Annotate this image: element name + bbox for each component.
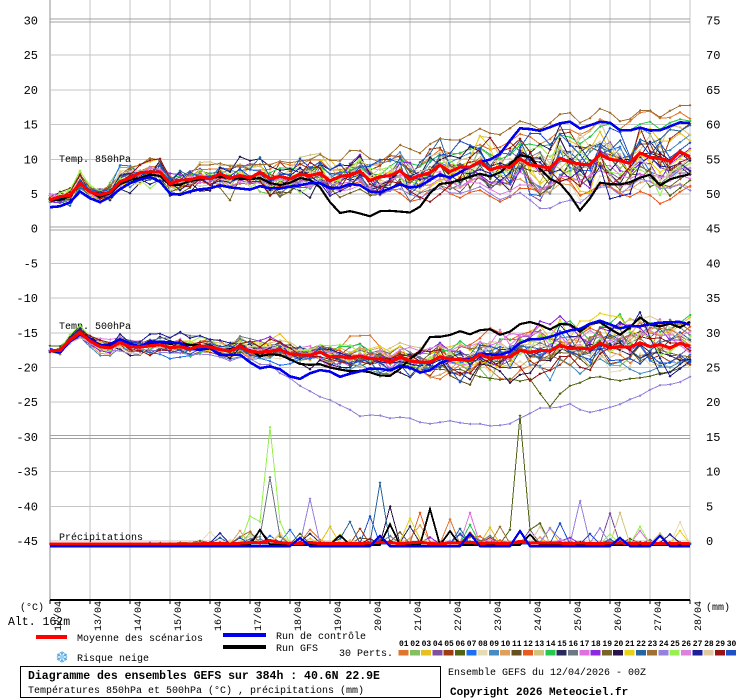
svg-text:22: 22: [636, 640, 646, 649]
svg-text:60: 60: [706, 119, 720, 133]
svg-text:13: 13: [535, 640, 545, 649]
svg-text:0: 0: [706, 535, 713, 549]
svg-text:Ensemble GEFS du 12/04/2026 -: Ensemble GEFS du 12/04/2026 - 00Z: [448, 667, 646, 679]
svg-text:-25: -25: [16, 396, 38, 410]
svg-text:16: 16: [569, 640, 579, 649]
svg-text:45: 45: [706, 223, 720, 237]
svg-text:29: 29: [715, 640, 725, 649]
svg-text:03: 03: [422, 640, 432, 649]
svg-text:12: 12: [523, 640, 533, 649]
svg-text:35: 35: [706, 292, 720, 306]
svg-text:25: 25: [670, 640, 680, 649]
svg-text:-10: -10: [16, 292, 38, 306]
svg-text:07: 07: [467, 640, 477, 649]
svg-text:23: 23: [648, 640, 658, 649]
svg-text:22/04: 22/04: [453, 601, 465, 631]
svg-text:10: 10: [706, 466, 720, 480]
svg-text:28: 28: [704, 640, 714, 649]
svg-text:0: 0: [31, 223, 38, 237]
svg-text:30: 30: [24, 15, 38, 29]
svg-text:14: 14: [546, 640, 556, 649]
svg-text:14/04: 14/04: [133, 601, 145, 631]
svg-text:75: 75: [706, 15, 720, 29]
svg-text:Run GFS: Run GFS: [276, 644, 318, 655]
svg-text:19/04: 19/04: [333, 601, 345, 631]
svg-text:-15: -15: [16, 327, 38, 341]
svg-text:50: 50: [706, 188, 720, 202]
svg-text:-40: -40: [16, 500, 38, 514]
svg-text:21/04: 21/04: [413, 601, 425, 631]
svg-text:18: 18: [591, 640, 601, 649]
svg-text:55: 55: [706, 153, 720, 167]
svg-text:5: 5: [31, 188, 38, 202]
svg-text:Moyenne des scénarios: Moyenne des scénarios: [77, 633, 203, 645]
svg-text:-30: -30: [16, 431, 38, 445]
svg-text:Précipitations: Précipitations: [59, 532, 143, 544]
svg-text:20/04: 20/04: [373, 601, 385, 631]
svg-text:30: 30: [727, 640, 737, 649]
svg-text:27: 27: [693, 640, 703, 649]
svg-text:11: 11: [512, 640, 522, 649]
svg-text:(°C): (°C): [20, 602, 44, 614]
svg-text:12/04: 12/04: [53, 601, 65, 631]
svg-text:Températures 850hPa et 500hPa: Températures 850hPa et 500hPa (°C) , pré…: [28, 685, 364, 697]
svg-text:08: 08: [478, 640, 488, 649]
svg-text:26/04: 26/04: [613, 601, 625, 631]
svg-text:26: 26: [682, 640, 692, 649]
svg-text:Temp. 500hPa: Temp. 500hPa: [59, 321, 131, 333]
svg-text:-35: -35: [16, 466, 38, 480]
svg-text:-20: -20: [16, 362, 38, 376]
svg-text:25: 25: [24, 49, 38, 63]
svg-text:5: 5: [706, 500, 713, 514]
svg-text:10: 10: [24, 153, 38, 167]
svg-text:65: 65: [706, 84, 720, 98]
svg-text:15/04: 15/04: [173, 601, 185, 631]
svg-text:09: 09: [489, 640, 499, 649]
svg-text:-5: -5: [24, 257, 38, 271]
svg-text:18/04: 18/04: [293, 601, 305, 631]
svg-text:(mm): (mm): [706, 602, 730, 614]
svg-text:16/04: 16/04: [213, 601, 225, 631]
svg-text:05: 05: [444, 640, 454, 649]
svg-text:10: 10: [501, 640, 511, 649]
svg-text:Temp. 850hPa: Temp. 850hPa: [59, 154, 131, 166]
svg-text:30 Perts.: 30 Perts.: [339, 649, 393, 660]
svg-text:-45: -45: [16, 535, 38, 549]
svg-text:40: 40: [706, 257, 720, 271]
svg-text:13/04: 13/04: [93, 601, 105, 631]
svg-text:Run de contrôle: Run de contrôle: [276, 631, 366, 643]
svg-text:17/04: 17/04: [253, 601, 265, 631]
svg-text:01: 01: [399, 640, 409, 649]
svg-text:15: 15: [706, 431, 720, 445]
svg-text:02: 02: [410, 640, 420, 649]
svg-text:20: 20: [706, 396, 720, 410]
svg-text:04: 04: [433, 640, 443, 649]
svg-text:15: 15: [557, 640, 567, 649]
svg-text:20: 20: [614, 640, 624, 649]
svg-text:23/04: 23/04: [493, 601, 505, 631]
svg-text:30: 30: [706, 327, 720, 341]
svg-text:17: 17: [580, 640, 590, 649]
svg-text:20: 20: [24, 84, 38, 98]
svg-text:Risque neige: Risque neige: [77, 653, 149, 665]
svg-text:Copyright 2026 Meteociel.fr: Copyright 2026 Meteociel.fr: [450, 687, 628, 699]
svg-text:24/04: 24/04: [533, 601, 545, 631]
svg-text:Alt. 162m: Alt. 162m: [8, 616, 70, 629]
svg-text:28/04: 28/04: [693, 601, 705, 631]
svg-text:15: 15: [24, 119, 38, 133]
svg-text:25: 25: [706, 362, 720, 376]
svg-text:21: 21: [625, 640, 635, 649]
svg-text:27/04: 27/04: [653, 601, 665, 631]
svg-text:70: 70: [706, 49, 720, 63]
svg-text:24: 24: [659, 640, 669, 649]
svg-text:06: 06: [456, 640, 466, 649]
svg-text:25/04: 25/04: [573, 601, 585, 631]
svg-text:Diagramme des ensembles GEFS s: Diagramme des ensembles GEFS sur 384h : …: [28, 670, 380, 683]
svg-text:19: 19: [602, 640, 612, 649]
